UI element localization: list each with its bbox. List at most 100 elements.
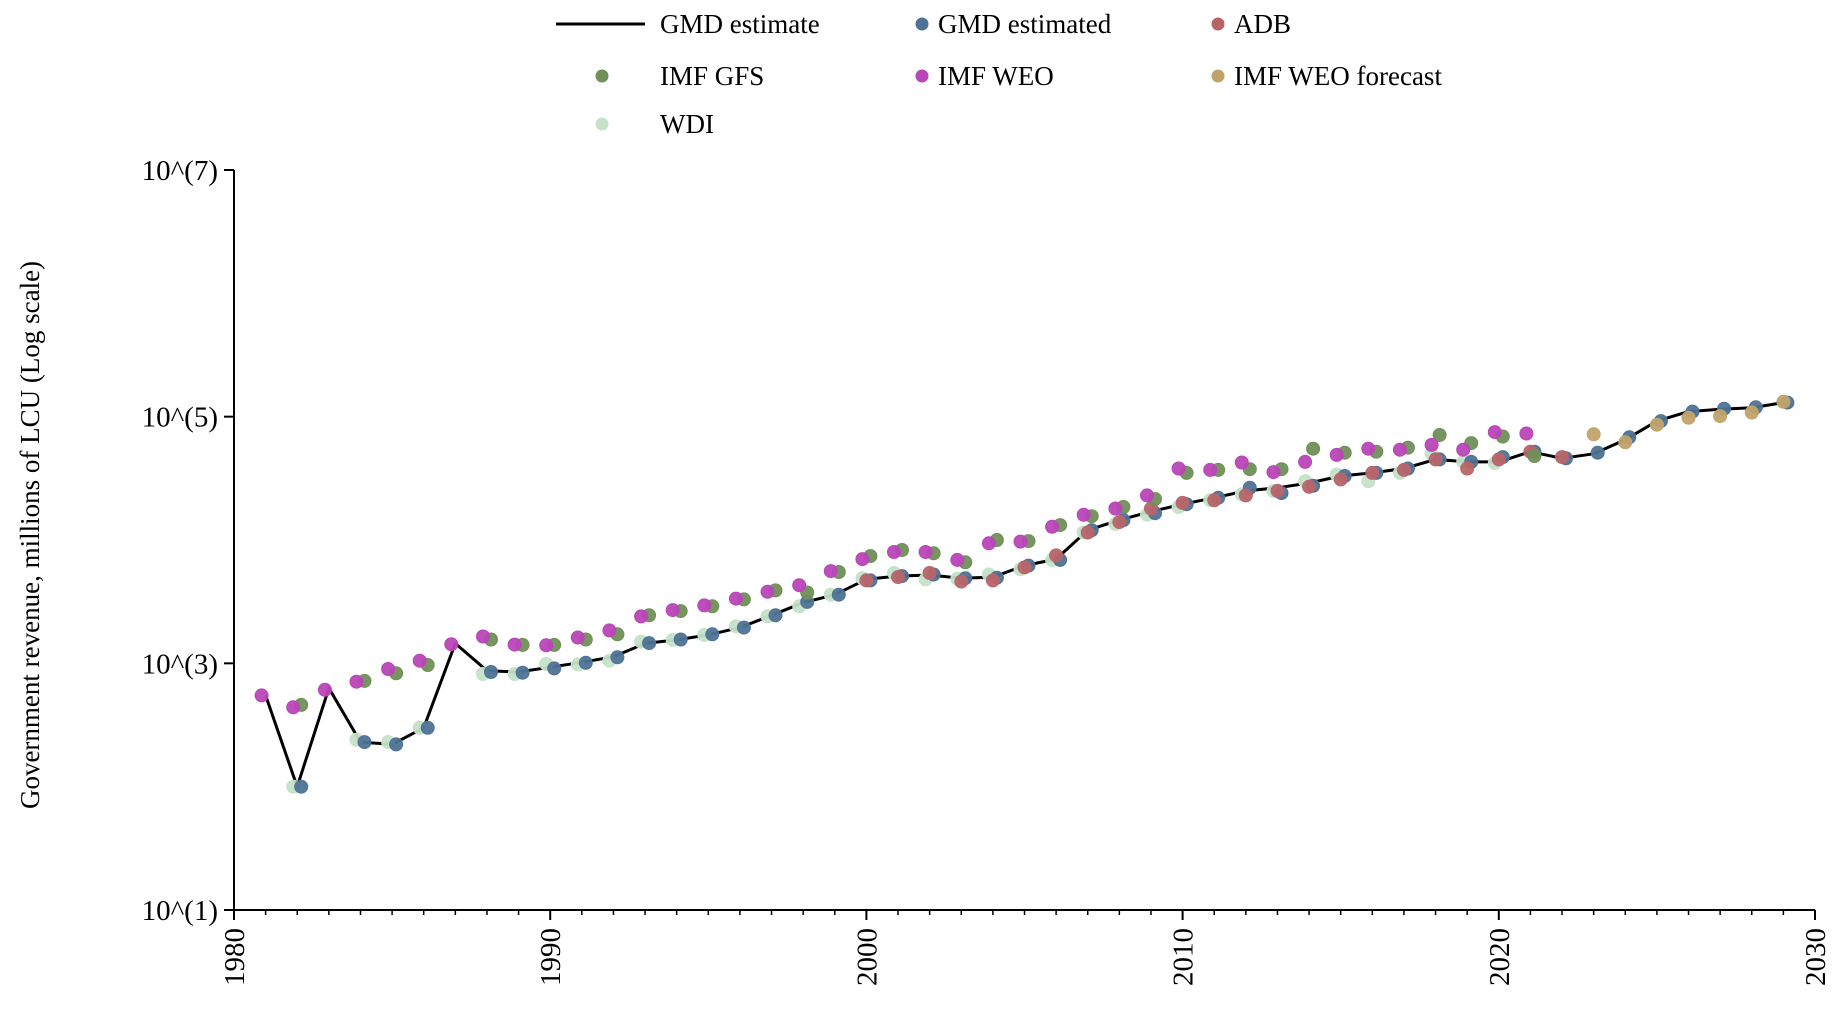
legend-swatch-marker [595, 69, 609, 83]
legend-item-gmd-estimated: GMD estimated [915, 9, 1112, 39]
data-point-imf-weo-forecast [1776, 394, 1791, 409]
data-point-adb [1238, 488, 1253, 503]
data-point-gmd-estimated [578, 655, 593, 670]
data-point-gmd-estimated [736, 620, 751, 635]
data-point-imf-weo [602, 623, 617, 638]
data-point-imf-weo [412, 653, 427, 668]
data-point-adb [1112, 515, 1127, 529]
data-point-imf-weo [507, 637, 522, 652]
data-point-imf-weo [1045, 519, 1060, 534]
legend-item-imf-weo-forecast: IMF WEO forecast [1211, 61, 1442, 91]
y-tick-label: 10^(7) [142, 155, 218, 187]
legend-swatch-marker [1211, 17, 1225, 31]
y-axis-label: Government revenue, millions of LCU (Log… [15, 261, 45, 809]
data-point-imf-weo [823, 564, 838, 579]
x-ticks: 1980 1990 2000 2010 2020 2030 [219, 910, 1832, 986]
data-point-imf-weo [1076, 507, 1091, 522]
y-ticks: 10^(1) 10^(3) 10^(5) 10^(7) [142, 155, 234, 927]
data-point-imf-weo [1203, 462, 1218, 477]
data-point-imf-weo [1424, 437, 1439, 452]
data-point-imf-weo [665, 603, 680, 618]
legend-swatch-marker [1211, 69, 1225, 83]
data-point-adb [1080, 525, 1095, 540]
y-tick-label: 10^(1) [142, 895, 218, 927]
data-point-imf-weo [950, 552, 965, 567]
data-point-adb [891, 570, 905, 585]
data-point-imf-gfs [1527, 449, 1542, 463]
legend-label: ADB [1234, 9, 1291, 39]
data-point-imf-weo [1108, 501, 1123, 516]
legend-label: IMF WEO [938, 61, 1054, 91]
y-tick-label: 10^(3) [142, 648, 218, 680]
data-point-imf-weo [381, 662, 396, 676]
legend-label: GMD estimate [660, 9, 820, 39]
data-point-imf-weo [1298, 454, 1313, 469]
x-tick-label: 2030 [1800, 928, 1832, 986]
data-point-gmd-estimated [831, 587, 846, 602]
data-point-imf-weo [476, 629, 490, 644]
legend-item-imf-weo: IMF WEO [915, 61, 1054, 91]
legend-label: WDI [660, 109, 714, 139]
legend-swatch-marker [915, 69, 929, 83]
data-point-gmd-estimated [357, 735, 372, 750]
x-tick-label: 2010 [1168, 928, 1200, 986]
data-point-gmd-estimated [484, 665, 498, 679]
data-point-gmd-estimated [515, 665, 530, 680]
data-point-imf-weo [1234, 455, 1249, 470]
data-point-adb [922, 566, 937, 580]
data-point-gmd-estimated [1590, 445, 1605, 460]
data-point-adb [1428, 452, 1443, 467]
data-point-imf-weo [570, 630, 585, 645]
data-point-imf-weo [1140, 488, 1154, 503]
data-point-imf-weo [887, 545, 901, 559]
data-point-imf-weo [855, 552, 870, 567]
data-point-gmd-estimated [705, 627, 720, 642]
plot-marks [254, 394, 1795, 794]
data-point-imf-weo [1266, 465, 1281, 480]
data-point-adb [954, 574, 969, 589]
data-point-gmd-estimated [389, 737, 404, 752]
series-line-gmd-estimate [264, 401, 1784, 789]
data-point-imf-weo [254, 688, 269, 703]
legend-item-adb: ADB [1211, 9, 1291, 39]
data-point-imf-weo [697, 598, 712, 613]
data-point-imf-weo [1392, 442, 1407, 457]
legend-item-wdi: WDI [595, 109, 714, 139]
data-point-adb [1333, 472, 1348, 487]
data-point-imf-weo [1519, 426, 1534, 441]
data-point-adb [1175, 495, 1190, 510]
data-point-adb [1365, 465, 1380, 480]
series-points-adb [859, 444, 1569, 589]
data-point-imf-weo [1013, 534, 1028, 549]
data-point-imf-weo [1456, 442, 1471, 457]
legend-swatch-marker [915, 17, 929, 31]
data-point-imf-weo [634, 609, 649, 624]
data-point-adb [1460, 461, 1475, 476]
legend-swatch-marker [595, 117, 609, 131]
axes: 10^(1) 10^(3) 10^(5) 10^(7) 1980 1990 2000 201… [15, 155, 1832, 986]
x-tick-label: 2020 [1484, 928, 1516, 986]
data-point-imf-weo [792, 578, 807, 593]
data-point-imf-weo [349, 674, 364, 689]
data-point-adb [1491, 452, 1506, 467]
data-point-imf-weo [444, 637, 459, 652]
y-tick-label: 10^(5) [142, 402, 218, 434]
data-point-imf-gfs [1432, 428, 1447, 442]
data-point-gmd-estimated [294, 779, 309, 794]
legend-label: GMD estimated [938, 9, 1112, 39]
data-point-imf-gfs [1306, 441, 1321, 456]
data-point-imf-weo-forecast [1586, 427, 1601, 442]
series-points-imf-weo-forecast [1586, 394, 1791, 450]
legend: GMD estimate GMD estimated ADB IMF GFS IMF W… [556, 9, 1442, 139]
legend-item-gmd-estimate: GMD estimate [556, 9, 820, 39]
data-point-imf-weo [981, 536, 996, 551]
data-point-gmd-estimated [673, 632, 688, 647]
data-point-adb [1049, 548, 1064, 563]
series-points-imf-weo [254, 425, 1534, 715]
legend-item-imf-gfs: IMF GFS [595, 61, 764, 91]
legend-label: IMF WEO forecast [1234, 61, 1442, 91]
data-point-imf-weo [1487, 425, 1502, 440]
data-point-imf-weo [918, 545, 933, 559]
